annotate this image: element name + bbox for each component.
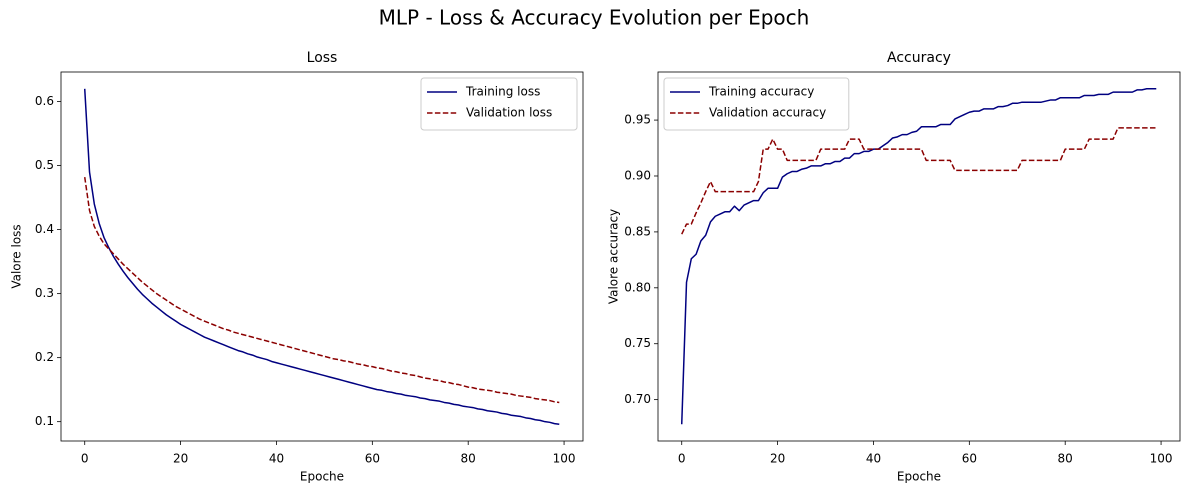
y-tick-label: 0.90 [624,168,651,182]
x-tick-label: 60 [962,452,977,466]
series-line [83,88,560,425]
x-tick-label: 100 [1150,452,1173,466]
x-tick-label: 80 [461,452,476,466]
x-tick-label: 0 [81,452,89,466]
x-tick-label: 60 [365,452,380,466]
y-axis-label: Valore loss [10,224,24,288]
legend-label: Training loss [465,85,540,99]
x-tick-label: 0 [678,452,686,466]
y-tick-label: 0.3 [35,286,54,300]
legend-label: Training accuracy [708,85,814,99]
x-axis-label: Epoche [300,470,344,484]
x-tick-label: 40 [269,452,284,466]
x-tick-label: 40 [866,452,881,466]
legend-label: Validation loss [466,106,552,120]
x-tick-label: 20 [770,452,785,466]
figure-title: MLP - Loss & Accuracy Evolution per Epoc… [379,6,810,30]
axes-title: Loss [307,50,338,66]
y-tick-label: 0.4 [35,222,54,236]
y-tick-label: 0.75 [624,336,651,350]
legend-box [420,77,578,131]
axes-frame [657,71,1181,442]
x-tick-label: 100 [553,452,576,466]
legend-label: Validation accuracy [709,106,826,120]
y-axis-label: Valore accuracy [607,209,621,304]
x-tick-label: 80 [1058,452,1073,466]
y-tick-label: 0.1 [35,414,54,428]
y-tick-label: 0.2 [35,350,54,364]
x-tick-label: 20 [173,452,188,466]
y-tick-label: 0.80 [624,280,651,294]
series-line [83,177,560,404]
x-axis-label: Epoche [897,470,941,484]
y-tick-label: 0.6 [35,94,54,108]
legend-box [663,77,850,131]
series-line [681,127,1157,235]
y-tick-label: 0.70 [624,392,651,406]
axes-frame [60,71,584,442]
y-tick-label: 0.95 [624,113,651,127]
y-tick-label: 0.5 [35,158,54,172]
axes-title: Accuracy [887,50,951,66]
y-tick-label: 0.85 [624,224,651,238]
series-line [680,88,1157,425]
